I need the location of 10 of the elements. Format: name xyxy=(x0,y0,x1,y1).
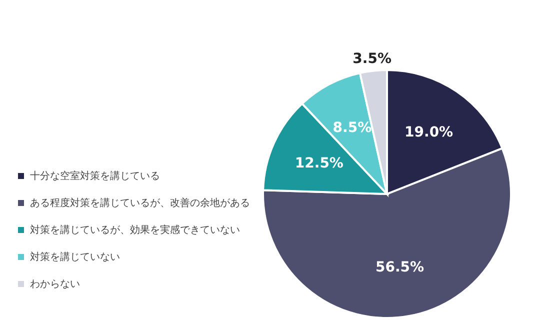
legend-label: ある程度対策を講じているが、改善の余地がある xyxy=(30,196,250,210)
data-label: 3.5% xyxy=(352,50,392,67)
legend-label: 十分な空室対策を講じている xyxy=(30,170,160,182)
legend-label: 対策を講じているが、効果を実感できていない xyxy=(30,224,240,236)
legend-label: わからない xyxy=(30,278,80,290)
data-label: 19.0% xyxy=(404,124,454,140)
data-label: 56.5% xyxy=(376,259,424,276)
data-label: 8.5% xyxy=(332,120,372,136)
data-label: 12.5% xyxy=(294,155,344,172)
legend-label: 対策を講じていない xyxy=(30,250,120,264)
